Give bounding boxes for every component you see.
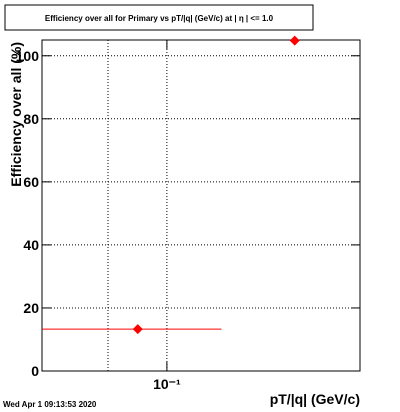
y-tick-label: 40 (23, 237, 39, 253)
title-box (4, 4, 314, 31)
x-axis-label: pT/|q| (GeV/c) (270, 391, 360, 407)
y-tick-label: 0 (31, 363, 39, 379)
y-tick-label: 60 (23, 174, 39, 190)
timestamp: Wed Apr 1 09:13:53 2020 (3, 400, 97, 409)
plot-frame (41, 39, 361, 372)
x-tick-label: 10⁻¹ (153, 376, 181, 392)
y-tick-label: 80 (23, 111, 39, 127)
y-tick-label: 20 (23, 300, 39, 316)
chart-title: Efficiency over all for Primary vs pT/|q… (45, 14, 274, 23)
y-tick-label: 100 (16, 48, 40, 64)
marker (132, 324, 143, 335)
y-axis-label: Efficiency over all (%) (8, 42, 24, 187)
marker (289, 35, 300, 46)
